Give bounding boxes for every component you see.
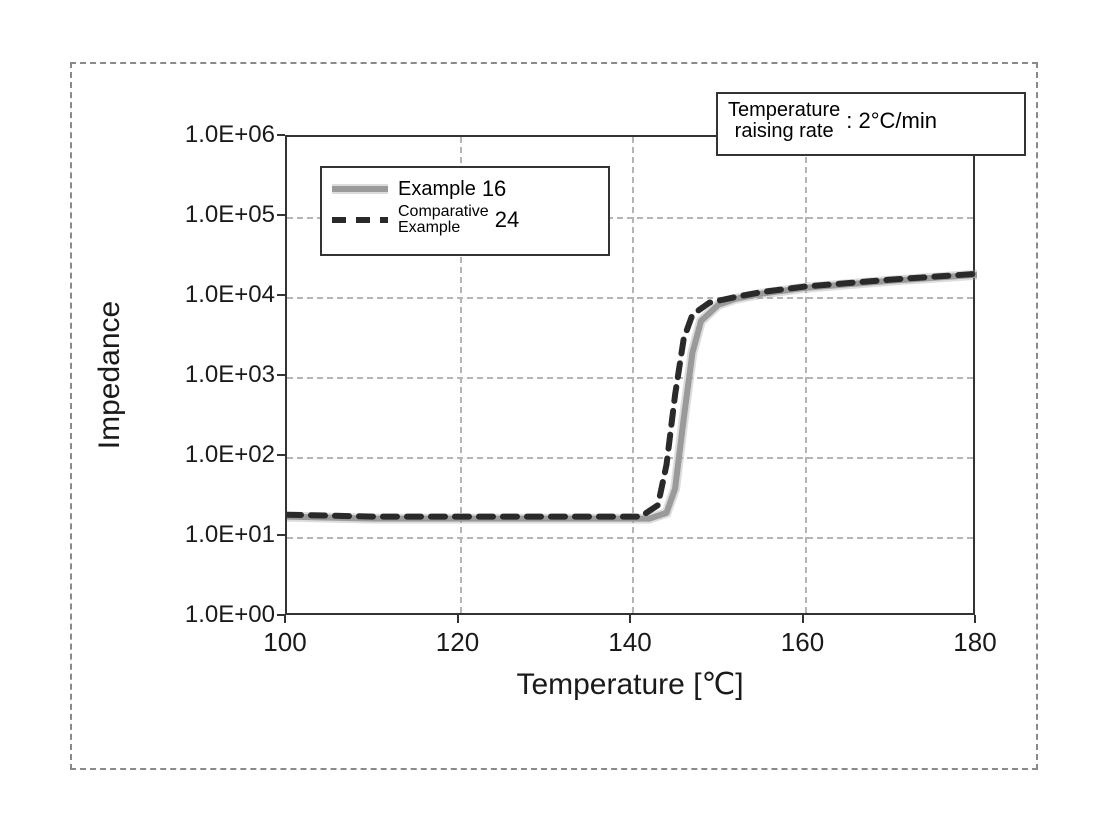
legend-item: ComparativeExample 24 <box>330 204 600 236</box>
series-line-halo <box>287 275 977 519</box>
annotation-line1: Temperature <box>728 100 840 121</box>
x-tick-label: 180 <box>953 627 996 658</box>
y-tick-label: 1.0E+00 <box>155 601 275 629</box>
y-tick-label: 1.0E+06 <box>155 121 275 149</box>
y-axis-label: Impedance <box>93 301 127 449</box>
legend-label: Example <box>398 178 476 201</box>
y-tick-mark <box>277 374 285 376</box>
y-tick-mark <box>277 134 285 136</box>
legend-suffix: 16 <box>482 176 506 202</box>
legend-box: Example 16ComparativeExample 24 <box>320 166 610 256</box>
annotation-box: Temperature raising rate : 2°C/min <box>716 92 1026 156</box>
legend-label: ComparativeExample <box>398 204 489 236</box>
legend-item: Example 16 <box>330 176 600 202</box>
y-tick-mark <box>277 454 285 456</box>
y-tick-label: 1.0E+01 <box>155 521 275 549</box>
x-tick-label: 100 <box>263 627 306 658</box>
y-tick-mark <box>277 294 285 296</box>
x-tick-mark <box>457 615 459 623</box>
x-tick-mark <box>802 615 804 623</box>
x-tick-mark <box>974 615 976 623</box>
legend-swatch <box>330 181 390 197</box>
y-tick-label: 1.0E+03 <box>155 361 275 389</box>
x-tick-label: 160 <box>781 627 824 658</box>
series-line <box>287 275 977 519</box>
legend-suffix: 24 <box>495 207 519 233</box>
y-tick-mark <box>277 534 285 536</box>
x-tick-mark <box>629 615 631 623</box>
y-tick-label: 1.0E+02 <box>155 441 275 469</box>
x-tick-mark <box>284 615 286 623</box>
annotation-line2: raising rate <box>735 121 834 142</box>
series-line <box>287 274 977 517</box>
y-tick-mark <box>277 214 285 216</box>
x-tick-label: 120 <box>436 627 479 658</box>
y-tick-label: 1.0E+05 <box>155 201 275 229</box>
legend-swatch <box>330 212 390 228</box>
annotation-value: : 2°C/min <box>846 108 937 133</box>
x-tick-label: 140 <box>608 627 651 658</box>
y-tick-label: 1.0E+04 <box>155 281 275 309</box>
x-axis-label: Temperature [℃] <box>516 667 743 702</box>
